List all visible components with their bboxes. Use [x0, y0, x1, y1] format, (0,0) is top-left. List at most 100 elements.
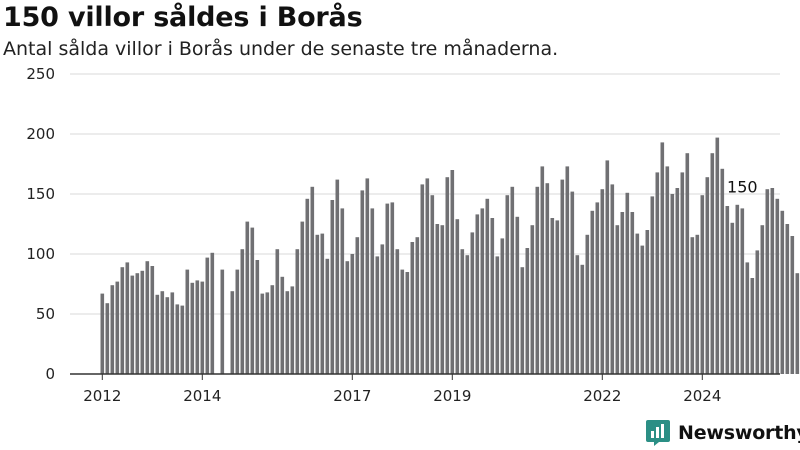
bar — [770, 188, 775, 374]
newsworthy-logo[interactable]: Newsworthy — [645, 419, 800, 447]
bar — [285, 291, 290, 374]
bar — [795, 273, 800, 374]
bar — [625, 192, 630, 374]
bar — [585, 234, 590, 374]
bar — [265, 292, 270, 374]
bar — [660, 142, 665, 374]
bar — [380, 244, 385, 374]
bar — [175, 304, 180, 374]
bar — [710, 153, 715, 374]
bar — [460, 249, 465, 374]
bar — [530, 225, 535, 374]
bar — [650, 196, 655, 374]
bar — [520, 267, 525, 374]
bar — [395, 249, 400, 374]
bar — [735, 204, 740, 374]
bar — [525, 248, 530, 374]
bar — [425, 178, 430, 374]
bar — [335, 179, 340, 374]
bar — [695, 234, 700, 374]
bar — [120, 267, 125, 374]
bar — [325, 258, 330, 374]
bar — [675, 188, 680, 374]
bar — [320, 233, 325, 374]
bar — [550, 218, 555, 374]
bar — [615, 225, 620, 374]
bar — [170, 292, 175, 374]
x-tick-label: 2024 — [683, 387, 721, 405]
bar — [260, 293, 265, 374]
bar — [310, 186, 315, 374]
bar — [565, 166, 570, 374]
bar — [410, 242, 415, 374]
bar — [445, 177, 450, 374]
bar — [315, 234, 320, 374]
y-axis-ticks: 0 50 100 150 200 250 — [26, 65, 55, 383]
bar — [590, 210, 595, 374]
bar — [600, 189, 605, 374]
bar — [140, 270, 145, 374]
bar — [185, 269, 190, 374]
bar — [505, 195, 510, 374]
bar — [630, 212, 635, 374]
bar — [765, 189, 770, 374]
bar — [555, 220, 560, 374]
bar — [300, 221, 305, 374]
bar — [355, 237, 360, 374]
bar — [575, 255, 580, 374]
bar — [405, 272, 410, 374]
y-tick-label: 200 — [26, 125, 55, 143]
bar — [130, 275, 135, 374]
bar — [400, 269, 405, 374]
bar — [690, 237, 695, 374]
bar — [230, 291, 235, 374]
bar — [110, 285, 115, 374]
x-tick-label: 2022 — [583, 387, 621, 405]
bar — [670, 194, 675, 374]
bar — [275, 249, 280, 374]
bar — [330, 200, 335, 374]
bar — [245, 221, 250, 374]
bar — [535, 186, 540, 374]
chart-title: 150 villor såldes i Borås — [3, 2, 363, 33]
bar — [595, 202, 600, 374]
bar — [385, 203, 390, 374]
bar — [465, 255, 470, 374]
bar — [480, 208, 485, 374]
bar — [200, 281, 205, 374]
bar — [190, 282, 195, 374]
bar — [640, 245, 645, 374]
bar — [685, 153, 690, 374]
bar — [540, 166, 545, 374]
bar — [560, 179, 565, 374]
bar — [440, 225, 445, 374]
bar — [350, 254, 355, 374]
bar — [605, 160, 610, 374]
y-tick-label: 0 — [45, 365, 55, 383]
bar — [195, 280, 200, 374]
bar — [220, 269, 225, 374]
bar — [475, 214, 480, 374]
bar — [785, 224, 790, 374]
bar — [340, 208, 345, 374]
bar — [450, 170, 455, 374]
bar — [790, 236, 795, 374]
bar — [645, 230, 650, 374]
bar — [730, 222, 735, 374]
bar — [180, 305, 185, 374]
y-tick-label: 150 — [26, 185, 55, 203]
bar — [290, 286, 295, 374]
bar — [360, 190, 365, 374]
logo-text: Newsworthy — [678, 422, 800, 444]
y-tick-label: 50 — [36, 305, 55, 323]
bar — [415, 237, 420, 374]
bar — [305, 198, 310, 374]
bar — [745, 262, 750, 374]
bar — [715, 137, 720, 374]
bar — [105, 303, 110, 374]
bar — [620, 212, 625, 374]
bar — [210, 252, 215, 374]
bar — [345, 261, 350, 374]
bar — [700, 195, 705, 374]
